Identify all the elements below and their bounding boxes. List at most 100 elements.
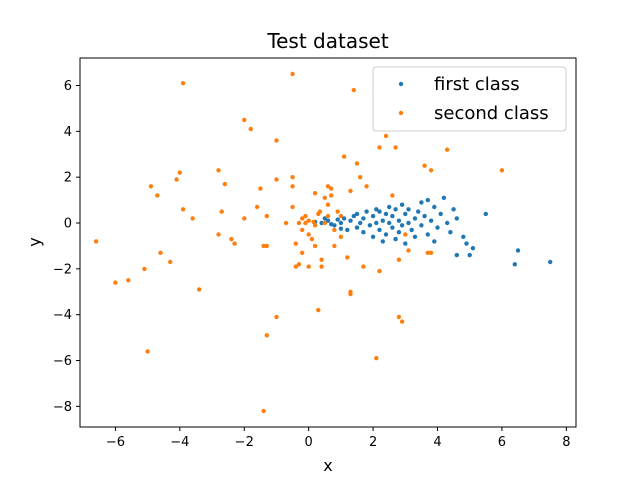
point-second-class-93 [296, 220, 302, 226]
point-second-class-74 [364, 184, 369, 189]
point-first-class-39 [406, 207, 411, 212]
point-second-class-64 [338, 234, 344, 239]
point-first-class-23 [380, 239, 385, 244]
x-tick-label: 0 [305, 435, 313, 450]
point-first-class-31 [393, 207, 398, 212]
y-tick-label: 2 [64, 171, 72, 186]
point-second-class-98 [303, 213, 308, 219]
point-second-class-37 [290, 184, 295, 189]
point-second-class-61 [329, 186, 334, 191]
point-second-class-82 [396, 314, 402, 320]
x-tick-label: 6 [498, 435, 506, 450]
point-first-class-69 [338, 226, 344, 231]
point-second-class-42 [300, 250, 305, 255]
point-first-class-30 [393, 236, 398, 242]
point-second-class-65 [341, 154, 347, 159]
point-second-class-54 [319, 257, 324, 262]
x-tick-label: 4 [433, 435, 441, 450]
legend-label-second-class: second class [434, 103, 549, 124]
point-second-class-57 [322, 195, 327, 200]
point-second-class-85 [406, 248, 411, 253]
point-first-class-54 [445, 220, 450, 226]
point-second-class-21 [242, 117, 247, 123]
point-second-class-11 [180, 81, 186, 86]
point-first-class-12 [358, 220, 363, 226]
point-second-class-23 [248, 126, 253, 132]
point-second-class-47 [306, 218, 311, 223]
y-tick-label: 0 [64, 217, 72, 232]
point-first-class-14 [361, 230, 366, 235]
point-first-class-48 [425, 197, 430, 203]
point-second-class-96 [325, 213, 331, 219]
point-first-class-9 [351, 213, 356, 219]
point-second-class-4 [145, 349, 150, 354]
point-second-class-59 [325, 202, 331, 207]
point-first-class-57 [454, 216, 459, 221]
legend: first class second class [372, 66, 567, 132]
point-second-class-1 [113, 280, 118, 285]
ticks-layer: −6 −4 −2 0 2 4 6 8 −8 −6 −4 −2 0 2 4 6 [53, 79, 571, 450]
point-second-class-69 [348, 291, 353, 297]
y-tick-label: 6 [64, 79, 72, 94]
point-first-class-6 [341, 216, 347, 221]
point-first-class-34 [399, 202, 405, 207]
point-second-class-34 [283, 220, 289, 226]
point-second-class-3 [142, 266, 147, 272]
x-tick-label: −6 [106, 435, 125, 450]
point-first-class-52 [438, 211, 443, 217]
point-first-class-2 [325, 218, 331, 223]
point-first-class-49 [428, 218, 434, 223]
y-tick-label: −4 [53, 308, 72, 323]
point-second-class-2 [126, 278, 131, 283]
point-second-class-66 [345, 255, 350, 260]
point-second-class-87 [425, 250, 430, 255]
point-first-class-32 [396, 218, 402, 223]
y-tick-label: −8 [53, 400, 72, 415]
point-second-class-72 [358, 175, 363, 180]
point-second-class-26 [261, 243, 266, 249]
point-second-class-0 [93, 239, 99, 244]
point-second-class-71 [354, 161, 360, 166]
legend-marker-first-class [398, 81, 404, 87]
point-first-class-68 [329, 222, 334, 227]
point-first-class-62 [470, 246, 476, 251]
point-second-class-39 [293, 241, 298, 246]
point-first-class-33 [396, 230, 402, 235]
point-first-class-5 [338, 220, 344, 226]
point-second-class-80 [393, 145, 398, 150]
point-first-class-15 [364, 209, 369, 214]
point-second-class-10 [177, 170, 182, 175]
point-second-class-84 [403, 232, 408, 237]
point-second-class-24 [254, 204, 260, 210]
point-second-class-18 [222, 181, 228, 187]
point-first-class-45 [419, 200, 424, 205]
point-first-class-18 [370, 234, 376, 239]
point-second-class-14 [197, 287, 202, 292]
legend-box [372, 66, 567, 132]
point-second-class-97 [317, 209, 323, 214]
x-tick-label: −2 [235, 435, 254, 450]
point-second-class-41 [296, 262, 302, 267]
point-second-class-99 [332, 227, 337, 233]
point-second-class-83 [399, 319, 405, 324]
point-second-class-78 [383, 133, 389, 139]
points-layer [93, 71, 553, 414]
point-second-class-52 [316, 307, 321, 313]
point-first-class-63 [483, 211, 488, 217]
point-first-class-16 [367, 223, 373, 228]
point-second-class-25 [258, 186, 263, 191]
point-second-class-49 [309, 236, 315, 242]
point-first-class-71 [432, 239, 437, 244]
point-first-class-35 [399, 223, 405, 228]
point-second-class-58 [325, 184, 331, 189]
y-tick-label: 4 [64, 125, 72, 140]
point-first-class-70 [374, 207, 379, 212]
point-first-class-61 [467, 252, 472, 258]
point-second-class-16 [216, 232, 221, 237]
point-first-class-4 [335, 217, 340, 222]
legend-marker-second-class [398, 110, 404, 116]
point-first-class-58 [454, 252, 459, 258]
point-first-class-11 [354, 211, 360, 217]
